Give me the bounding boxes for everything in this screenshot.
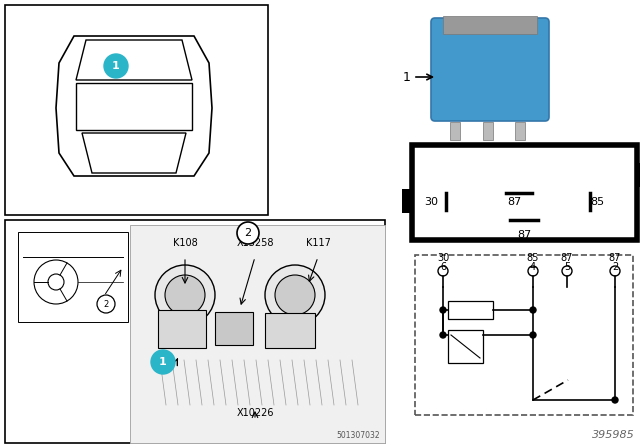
Text: 1: 1 [159, 357, 167, 367]
Text: 87: 87 [609, 253, 621, 263]
Text: 4: 4 [530, 262, 536, 272]
Text: 5: 5 [564, 262, 570, 272]
Bar [412, 145, 637, 240]
Text: 85: 85 [590, 197, 604, 207]
Circle shape [165, 275, 205, 315]
Bar [448, 330, 483, 363]
Bar [515, 122, 525, 140]
Bar [448, 301, 493, 319]
Bar [402, 189, 414, 213]
Text: 85: 85 [527, 253, 539, 263]
Text: 395985: 395985 [592, 430, 635, 440]
Circle shape [610, 266, 620, 276]
Text: 87: 87 [507, 197, 521, 207]
Text: X13258: X13258 [236, 238, 274, 248]
Text: 6: 6 [440, 262, 446, 272]
Circle shape [265, 265, 325, 325]
FancyBboxPatch shape [431, 18, 549, 121]
Circle shape [562, 266, 572, 276]
Bar [215, 312, 253, 345]
Circle shape [440, 332, 446, 338]
Bar [450, 122, 460, 140]
Bar [635, 163, 640, 187]
Text: K117: K117 [305, 238, 330, 248]
Bar [265, 313, 315, 348]
Text: 1: 1 [112, 61, 120, 71]
Text: 30: 30 [437, 253, 449, 263]
Text: K108: K108 [173, 238, 197, 248]
Text: 501307032: 501307032 [337, 431, 380, 440]
Bar [483, 122, 493, 140]
Text: 87: 87 [517, 230, 531, 240]
Text: 87: 87 [561, 253, 573, 263]
Circle shape [97, 295, 115, 313]
Circle shape [155, 265, 215, 325]
Circle shape [528, 266, 538, 276]
Bar [443, 16, 537, 34]
Circle shape [104, 54, 128, 78]
Circle shape [530, 307, 536, 313]
Bar [415, 255, 633, 415]
Text: 2: 2 [104, 300, 109, 309]
Bar [130, 225, 385, 443]
Circle shape [151, 350, 175, 374]
Circle shape [237, 222, 259, 244]
Circle shape [275, 275, 315, 315]
Bar [5, 5, 268, 215]
Text: X10226: X10226 [236, 408, 274, 418]
Bar [5, 220, 385, 443]
Bar [18, 232, 128, 322]
Text: 30: 30 [424, 197, 438, 207]
Circle shape [440, 307, 446, 313]
Text: 1: 1 [403, 70, 411, 83]
Text: 2: 2 [612, 262, 618, 272]
Text: 2: 2 [244, 228, 252, 238]
Circle shape [530, 332, 536, 338]
Circle shape [612, 397, 618, 403]
Bar [158, 310, 206, 348]
Circle shape [438, 266, 448, 276]
